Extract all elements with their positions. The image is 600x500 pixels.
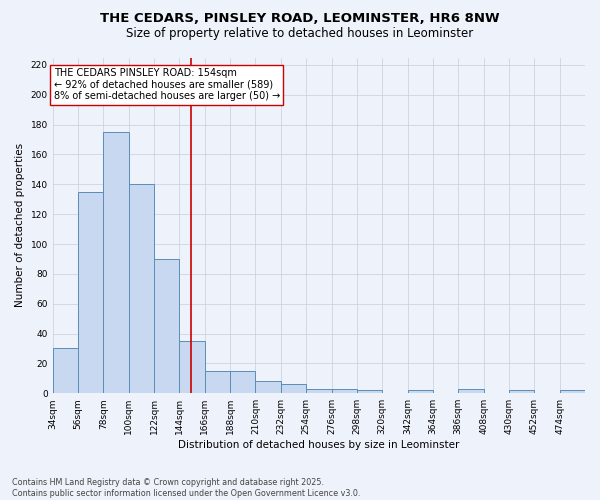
Bar — [53, 348, 78, 393]
Bar — [256, 382, 281, 393]
Bar — [458, 388, 484, 393]
Bar — [103, 132, 129, 393]
Text: Contains HM Land Registry data © Crown copyright and database right 2025.
Contai: Contains HM Land Registry data © Crown c… — [12, 478, 361, 498]
Bar — [205, 371, 230, 393]
Bar — [230, 371, 256, 393]
Bar — [407, 390, 433, 393]
Bar — [129, 184, 154, 393]
Bar — [560, 390, 585, 393]
Y-axis label: Number of detached properties: Number of detached properties — [15, 144, 25, 308]
Bar — [306, 388, 332, 393]
Text: THE CEDARS PINSLEY ROAD: 154sqm
← 92% of detached houses are smaller (589)
8% of: THE CEDARS PINSLEY ROAD: 154sqm ← 92% of… — [54, 68, 280, 101]
Bar — [357, 390, 382, 393]
Bar — [179, 341, 205, 393]
Bar — [78, 192, 103, 393]
Bar — [154, 259, 179, 393]
Bar — [332, 388, 357, 393]
X-axis label: Distribution of detached houses by size in Leominster: Distribution of detached houses by size … — [178, 440, 460, 450]
Text: THE CEDARS, PINSLEY ROAD, LEOMINSTER, HR6 8NW: THE CEDARS, PINSLEY ROAD, LEOMINSTER, HR… — [100, 12, 500, 26]
Bar — [509, 390, 535, 393]
Text: Size of property relative to detached houses in Leominster: Size of property relative to detached ho… — [127, 28, 473, 40]
Bar — [281, 384, 306, 393]
